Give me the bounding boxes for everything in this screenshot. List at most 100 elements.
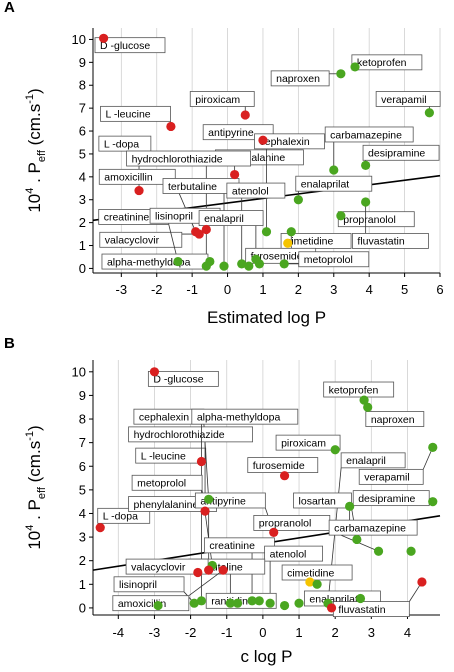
point-label-metoprolol: metoprolol: [137, 478, 186, 490]
y-tick-label: 4: [79, 506, 86, 521]
panel-letter: A: [4, 0, 15, 16]
point-label-hydrochlorothiazide: hydrochlorothiazide: [132, 153, 223, 165]
x-axis-title: c log P: [241, 647, 293, 666]
point-label-lisinopril: lisinopril: [155, 211, 193, 223]
point-label-atenolol: atenolol: [270, 548, 307, 560]
x-tick-label: -1: [186, 282, 198, 297]
y-tick-label: 5: [79, 482, 86, 497]
data-point-cephalexin: [204, 495, 213, 504]
data-point-losartan: [352, 535, 361, 544]
point-label-desipramine: desipramine: [368, 148, 425, 160]
data-point-propranolol: [336, 211, 345, 220]
data-point: [280, 601, 289, 610]
y-axis-title-part: P: [25, 499, 44, 510]
y-axis-title-part: 10: [25, 194, 44, 213]
point-label-fluvastatin: fluvastatin: [357, 236, 404, 248]
data-point-phenylalanine: [204, 566, 213, 575]
y-axis-title: 104 . Peff (cm.s-1): [24, 425, 48, 549]
x-tick-label: 3: [330, 282, 337, 297]
data-point: [255, 259, 264, 268]
point-label-creatinine: creatinine: [209, 540, 255, 552]
data-point-enalaprilat: [294, 195, 303, 204]
data-point-antipyrine: [269, 528, 278, 537]
point-label-metoprolol: metoprolol: [304, 254, 353, 266]
y-axis-title-part: ): [25, 425, 44, 431]
data-point-ranitidine: [255, 596, 264, 605]
x-tick-label: -4: [113, 625, 125, 640]
point-label-d-glucose: D -glucose: [100, 40, 150, 52]
x-tick-label: -2: [151, 282, 163, 297]
data-point-l-dopa: [134, 186, 143, 195]
x-tick-label: 6: [436, 282, 443, 297]
data-point-valacyclovir: [193, 568, 202, 577]
data-point-lisinopril: [190, 599, 199, 608]
data-point-carbamazepine: [329, 165, 338, 174]
data-point-hydrochlorothiazide: [200, 507, 209, 516]
data-point-ketoprofen: [350, 62, 359, 71]
y-axis-title-part: eff: [36, 486, 48, 499]
x-tick-label: 4: [366, 282, 373, 297]
x-tick-label: 0: [259, 625, 266, 640]
point-label-l-dopa: L -dopa: [104, 138, 139, 150]
point-label-furosemide: furosemide: [253, 460, 305, 472]
y-axis-title-part: ): [25, 88, 44, 94]
y-axis-title-part: P: [25, 162, 44, 173]
data-point-l-leucine: [197, 457, 206, 466]
point-label-alpha-methyldopa: alpha-methyldopa: [197, 411, 281, 423]
data-point-piroxicam: [331, 445, 340, 454]
point-label-losartan: losartan: [299, 495, 337, 507]
data-point-naproxen: [363, 403, 372, 412]
data-point-desipramine: [361, 161, 370, 170]
data-point-alpha-methyldopa: [205, 257, 214, 266]
point-label-propranolol: propranolol: [259, 518, 312, 530]
y-axis-title-part: .: [25, 173, 44, 187]
data-point: [153, 601, 162, 610]
y-axis-title-part: -1: [24, 431, 36, 441]
x-tick-label: 3: [368, 625, 375, 640]
point-label-carbamazepine: carbamazepine: [334, 522, 406, 534]
data-point-verapamil: [425, 108, 434, 117]
x-tick-label: -3: [116, 282, 128, 297]
data-point-carbamazepine: [345, 502, 354, 511]
point-label-atenolol: atenolol: [232, 185, 269, 197]
data-point-atenolol: [266, 599, 275, 608]
y-tick-label: 10: [72, 364, 86, 379]
data-point-fluvastatin: [361, 197, 370, 206]
y-tick-label: 1: [79, 238, 86, 253]
data-point-enalaprilat: [356, 594, 365, 603]
y-tick-label: 2: [79, 553, 86, 568]
x-tick-label: 2: [295, 282, 302, 297]
y-tick-label: 4: [79, 169, 86, 184]
point-label-d-glucose: D -glucose: [153, 374, 203, 386]
data-point-fluvastatin: [417, 577, 426, 586]
point-label-cimetidine: cimetidine: [286, 236, 333, 248]
y-tick-label: 3: [79, 530, 86, 545]
point-label-naproxen: naproxen: [276, 73, 320, 85]
y-tick-label: 10: [72, 32, 86, 47]
point-label-phenylalanine: phenylalanine: [134, 499, 199, 511]
x-tick-label: 1: [259, 282, 266, 297]
point-label-enalapril: enalapril: [204, 213, 244, 225]
data-point-l-leucine: [166, 122, 175, 131]
data-point-creatinine: [173, 257, 182, 266]
x-tick-label: 1: [295, 625, 302, 640]
data-point-naproxen: [336, 69, 345, 78]
x-tick-label: -2: [185, 625, 197, 640]
data-point-piroxicam: [241, 110, 250, 119]
point-label-hydrochlorothiazide: hydrochlorothiazide: [134, 429, 225, 441]
data-point-desipramine: [428, 497, 437, 506]
y-axis-title-part: .: [25, 510, 44, 524]
point-label-lisinopril: lisinopril: [119, 579, 157, 591]
y-axis-title-part: (cm.s: [25, 104, 44, 150]
point-label-valacyclovir: valacyclovir: [105, 235, 160, 247]
point-label-terbutaline: terbutaline: [168, 181, 217, 193]
data-point-amoxicillin: [219, 566, 228, 575]
data-point-cimetidine: [283, 239, 292, 248]
data-point: [313, 580, 322, 589]
y-tick-label: 2: [79, 215, 86, 230]
